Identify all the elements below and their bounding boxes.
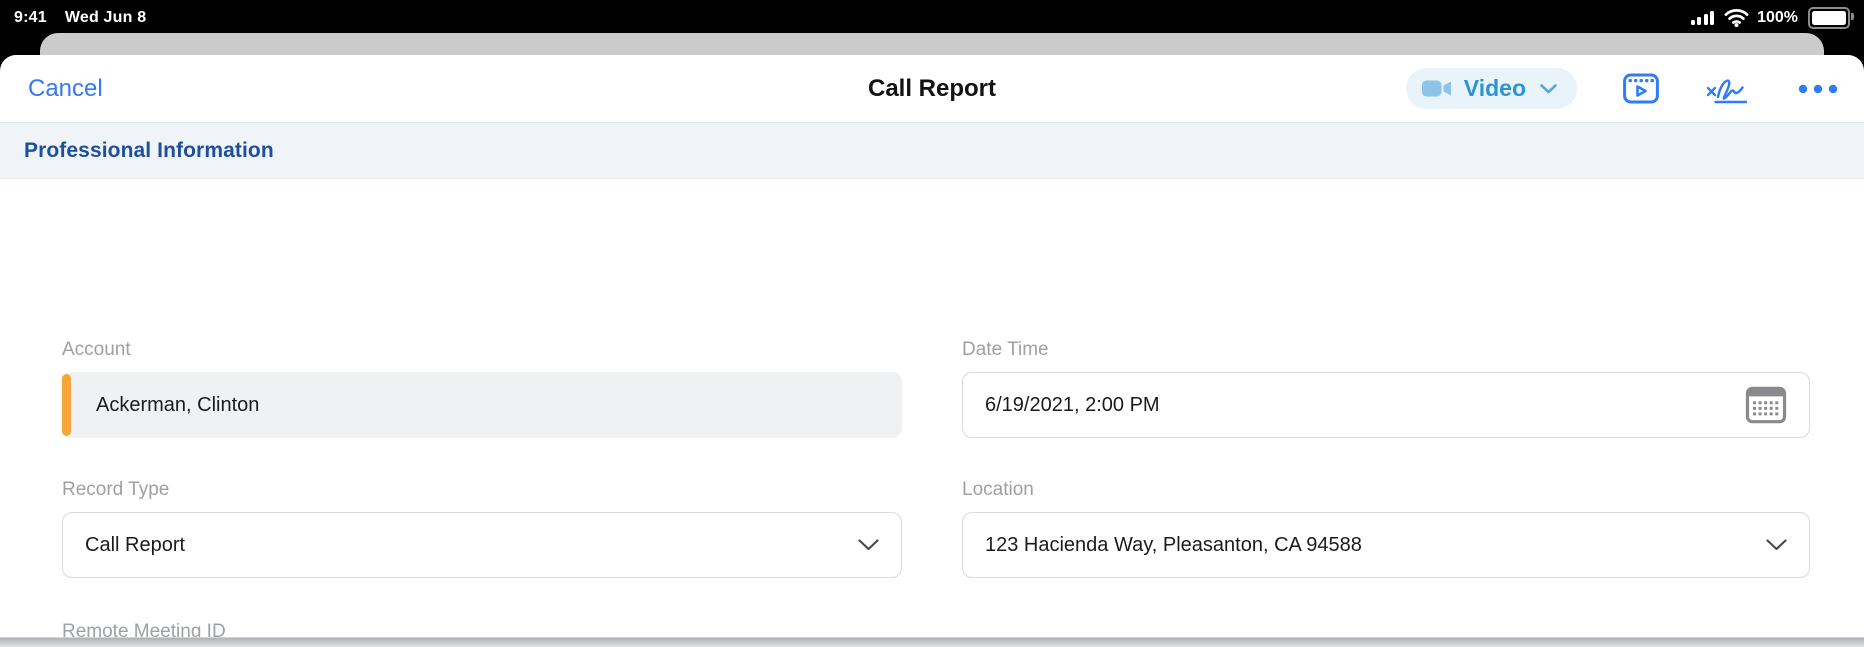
status-bar: 9:41 Wed Jun 8 100% [0,0,1864,33]
media-presentation-icon [1623,73,1659,104]
remote-meeting-id-field-group: Remote Meeting ID 93842019238 [62,621,902,637]
bottom-edge [0,637,1864,647]
signature-icon [1706,79,1748,104]
battery-icon [1808,6,1854,29]
chevron-down-icon [1766,539,1787,551]
account-field-group: Account Ackerman, Clinton [62,339,902,438]
professional-information-form: Account Ackerman, Clinton Date Time 6/19… [0,179,1864,637]
call-report-modal: Cancel Call Report Video [0,55,1864,637]
status-date: Wed Jun 8 [64,8,147,26]
calendar-icon[interactable] [1745,385,1787,425]
date-time-field[interactable]: 6/19/2021, 2:00 PM [962,372,1810,438]
section-header: Professional Information [0,123,1864,179]
video-camera-icon [1421,80,1451,97]
location-value: 123 Hacienda Way, Pleasanton, CA 94588 [985,533,1362,556]
account-label: Account [62,339,131,360]
video-mode-button[interactable]: Video [1405,68,1577,109]
chevron-down-icon [858,539,879,551]
status-time: 9:41 [14,8,47,26]
chevron-down-icon [1540,83,1557,93]
video-mode-label: Video [1463,75,1526,101]
signature-button[interactable] [1705,70,1752,107]
nav-bar: Cancel Call Report Video [0,55,1864,123]
location-label: Location [962,479,1034,500]
more-ellipsis-icon [1798,84,1838,93]
cancel-button[interactable]: Cancel [28,74,103,102]
account-field[interactable]: Ackerman, Clinton [62,372,902,438]
location-field-group: Location 123 Hacienda Way, Pleasanton, C… [962,479,1810,578]
location-select[interactable]: 123 Hacienda Way, Pleasanton, CA 94588 [962,512,1810,578]
section-title: Professional Information [24,138,274,162]
media-presentation-button[interactable] [1623,73,1659,104]
battery-percent: 100% [1757,8,1798,26]
record-type-value: Call Report [85,533,186,556]
account-value: Ackerman, Clinton [96,393,260,416]
date-time-value: 6/19/2021, 2:00 PM [985,393,1160,416]
record-type-label: Record Type [62,479,170,500]
record-type-field-group: Record Type Call Report [62,479,902,578]
record-type-select[interactable]: Call Report [62,512,902,578]
date-time-label: Date Time [962,339,1049,360]
required-indicator [62,374,71,436]
page-title: Call Report [867,74,997,102]
date-time-field-group: Date Time 6/19/2021, 2:00 PM [962,339,1810,438]
wifi-icon [1724,9,1749,27]
more-options-button[interactable] [1798,84,1838,94]
cellular-signal-icon [1690,10,1715,25]
remote-meeting-id-label: Remote Meeting ID [62,621,226,637]
